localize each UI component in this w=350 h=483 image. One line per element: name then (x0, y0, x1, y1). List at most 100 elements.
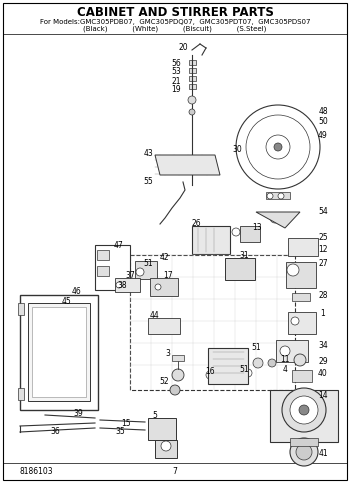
Text: CABINET AND STIRRER PARTS: CABINET AND STIRRER PARTS (77, 6, 273, 19)
Circle shape (287, 264, 299, 276)
Text: 7: 7 (173, 468, 177, 477)
Text: 51: 51 (251, 343, 261, 353)
Circle shape (136, 268, 144, 276)
Text: 54: 54 (318, 208, 328, 216)
Bar (97, 266, 109, 276)
Text: 39: 39 (73, 409, 83, 417)
Circle shape (172, 369, 184, 381)
Bar (20, 295, 98, 410)
Circle shape (290, 438, 318, 466)
Text: 28: 28 (318, 290, 328, 299)
Text: 19: 19 (171, 85, 181, 95)
Text: 41: 41 (318, 450, 328, 458)
Bar (135, 261, 157, 279)
Text: 34: 34 (318, 341, 328, 350)
Circle shape (204, 162, 210, 168)
Bar (18, 303, 24, 315)
Text: 52: 52 (159, 378, 169, 386)
Text: 51: 51 (143, 259, 153, 269)
Bar (148, 318, 180, 334)
Text: 47: 47 (113, 242, 123, 251)
Circle shape (290, 396, 318, 424)
Bar (130, 255, 295, 390)
Bar (292, 370, 312, 382)
Text: For Models:GMC305PDB07,  GMC305PDQ07,  GMC305PDT07,  GMC305PDS07: For Models:GMC305PDB07, GMC305PDQ07, GMC… (40, 19, 310, 25)
Circle shape (268, 359, 276, 367)
Bar (288, 238, 318, 256)
Text: 14: 14 (318, 390, 328, 399)
Bar (189, 68, 196, 73)
Bar (28, 303, 90, 401)
Circle shape (253, 358, 263, 368)
Text: 51: 51 (239, 365, 249, 373)
Circle shape (232, 228, 240, 236)
Text: 49: 49 (318, 130, 328, 140)
Text: 35: 35 (115, 427, 125, 437)
Text: 55: 55 (143, 177, 153, 186)
Polygon shape (155, 155, 220, 175)
Circle shape (246, 115, 310, 179)
Text: 43: 43 (143, 148, 153, 157)
Text: 44: 44 (149, 312, 159, 321)
Bar (155, 440, 177, 458)
Text: 17: 17 (163, 271, 173, 281)
Text: 8186103: 8186103 (20, 468, 54, 477)
Text: 13: 13 (252, 224, 262, 232)
Text: 38: 38 (117, 281, 127, 289)
Bar (288, 312, 316, 334)
Bar (148, 418, 176, 440)
Text: 37: 37 (125, 270, 135, 280)
Circle shape (224, 369, 232, 377)
Bar (115, 278, 140, 292)
Circle shape (170, 385, 180, 395)
Circle shape (274, 143, 282, 151)
Bar (172, 355, 184, 361)
Bar (208, 348, 248, 384)
Text: 56: 56 (171, 58, 181, 68)
Circle shape (267, 193, 273, 199)
Text: 25: 25 (318, 233, 328, 242)
Bar (189, 60, 196, 65)
Bar (192, 226, 230, 254)
Bar (225, 258, 255, 280)
Text: 29: 29 (318, 356, 328, 366)
Circle shape (236, 105, 320, 189)
Bar (240, 226, 260, 242)
Text: 15: 15 (121, 418, 131, 427)
Circle shape (116, 282, 122, 288)
Text: 26: 26 (191, 219, 201, 228)
Circle shape (155, 284, 161, 290)
Text: 53: 53 (171, 68, 181, 76)
Circle shape (189, 109, 195, 115)
Text: 5: 5 (153, 412, 158, 421)
Circle shape (270, 213, 280, 223)
Text: 46: 46 (72, 286, 82, 296)
Bar (18, 388, 24, 400)
Circle shape (291, 317, 299, 325)
Circle shape (206, 371, 214, 379)
Text: 48: 48 (318, 106, 328, 115)
Text: 27: 27 (318, 259, 328, 269)
Bar (270, 390, 338, 442)
Polygon shape (256, 212, 300, 228)
Bar (97, 250, 109, 260)
Text: 42: 42 (159, 254, 169, 262)
Bar (286, 262, 316, 288)
Text: 36: 36 (50, 427, 60, 437)
Bar (292, 293, 310, 301)
Text: 12: 12 (318, 245, 328, 255)
Text: 3: 3 (166, 350, 170, 358)
Bar (150, 278, 178, 296)
Text: 20: 20 (178, 43, 188, 53)
Circle shape (244, 369, 252, 377)
Bar (266, 192, 290, 199)
Text: 50: 50 (318, 117, 328, 127)
Text: 45: 45 (61, 298, 71, 307)
Bar (189, 84, 196, 89)
Circle shape (294, 354, 306, 366)
Bar (95, 245, 130, 290)
Circle shape (282, 388, 326, 432)
Circle shape (296, 444, 312, 460)
Text: 4: 4 (282, 365, 287, 373)
Text: 11: 11 (280, 355, 290, 365)
